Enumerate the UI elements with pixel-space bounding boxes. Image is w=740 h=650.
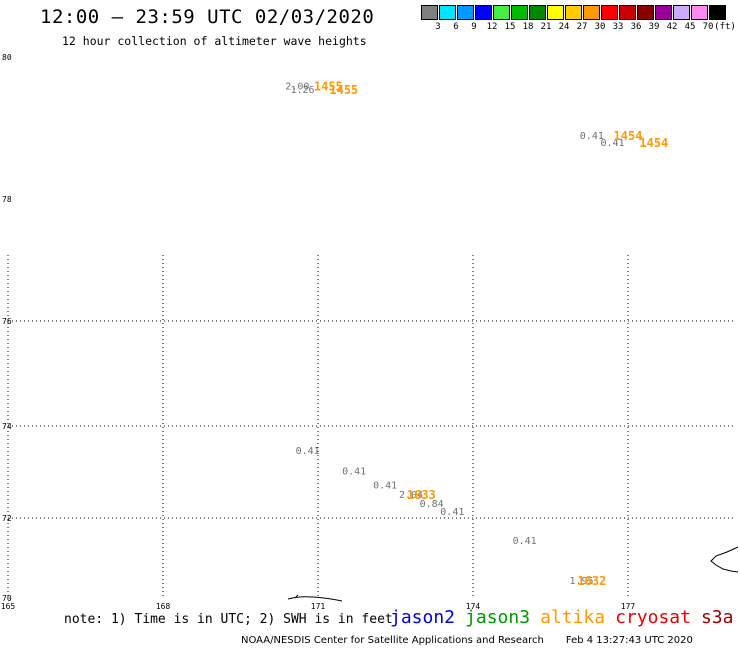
credit-line: NOAA/NESDIS Center for Satellite Applica… [241,635,693,646]
coastline [710,546,739,573]
swh-label: 0.84 [420,499,444,510]
y-tick-label: 80 [2,53,12,62]
legend-tick-label: 6 [453,22,459,32]
swh-label: 1.95 [569,576,593,587]
satellite-label: s3a [700,607,734,628]
legend-tick-label: 33 [612,22,624,32]
legend-tick-label: 18 [522,22,534,32]
y-tick-label: 70 [2,594,12,603]
legend-swatch [655,5,672,20]
legend-swatch [493,5,510,20]
legend-tick-label: 15 [504,22,516,32]
swh-label: 2.00 [285,81,309,92]
legend-swatch [511,5,528,20]
pass-time-label: 1632 [577,574,606,588]
swh-label: 0.41 [296,446,320,457]
generation-timestamp: Feb 4 13:27:43 UTC 2020 [565,635,693,646]
legend-swatch [691,5,708,20]
legend-tick-label: 36 [630,22,642,32]
units-note: note: 1) Time is in UTC; 2) SWH is in fe… [64,612,393,627]
satellite-label: cryosat [615,607,691,628]
credit-text: NOAA/NESDIS Center for Satellite Applica… [241,635,544,646]
swh-label: 0.41 [580,131,604,142]
legend-tick-label: 30 [594,22,606,32]
y-tick-label: 72 [2,514,12,523]
y-tick-label: 78 [2,195,12,204]
swh-label: 0.41 [600,138,624,149]
legend-swatch [709,5,726,20]
satellite-key: jason2 jason3 altika cryosat s3a [390,607,740,628]
legend-tick-labels: 3 6 9 12 15 18 21 24 27 30 33 36 39 42 45 70 (ft) [421,20,736,32]
pass-time-label: 1454 [614,129,643,143]
legend-color-bar [421,5,727,20]
pass-time-label: 1455 [329,83,358,97]
pass-time-label: 1633 [407,488,436,502]
legend-swatch [547,5,564,20]
legend-tick-label: 24 [558,22,570,32]
x-tick-label: 171 [311,602,326,611]
pass-time-label: 1455 [314,79,343,93]
y-tick-label: 76 [2,317,12,326]
swh-label: 0.41 [513,536,537,547]
swh-label: 0.41 [342,467,366,478]
x-tick-label: 168 [156,602,171,611]
legend-unit: (ft) [714,22,736,32]
x-tick-label: 177 [621,602,636,611]
legend-swatch [601,5,618,20]
legend-swatch [673,5,690,20]
legend-swatch [565,5,582,20]
legend-swatch [637,5,654,20]
satellite-label: altika [540,607,606,628]
legend-swatch [619,5,636,20]
chart-subtitle: 12 hour collection of altimeter wave hei… [62,34,367,48]
swh-label: 0.41 [373,480,397,491]
satellite-label: jason3 [465,607,531,628]
legend-swatch [475,5,492,20]
legend-tick-label: 42 [666,22,678,32]
chart-title: 12:00 – 23:59 UTC 02/03/2020 [40,6,375,28]
swh-label: 1.26 [290,85,314,96]
legend-tick-label: 39 [648,22,660,32]
y-tick-label: 74 [2,422,12,431]
legend-tick-label: 70 [702,22,714,32]
swh-label: 0.41 [440,507,464,518]
legend-tick-label: 3 [435,22,441,32]
legend-tick-label: 12 [486,22,498,32]
color-legend: 3 6 9 12 15 18 21 24 27 30 33 36 39 42 45 70 (ft) [421,5,736,32]
x-tick-label: 165 [1,602,16,611]
legend-tick-label: 27 [576,22,588,32]
legend-tick-label: 9 [471,22,477,32]
swh-label: 2.04 [399,490,423,501]
pass-time-label: 1454 [639,136,668,150]
coastline [294,594,299,599]
legend-tick-label: 45 [684,22,696,32]
satellite-label: jason2 [390,607,456,628]
legend-swatch [529,5,546,20]
legend-swatch [439,5,456,20]
legend-swatch [457,5,474,20]
legend-tick-label: 21 [540,22,552,32]
legend-swatch [583,5,600,20]
x-tick-label: 174 [466,602,481,611]
legend-swatch [421,5,438,20]
